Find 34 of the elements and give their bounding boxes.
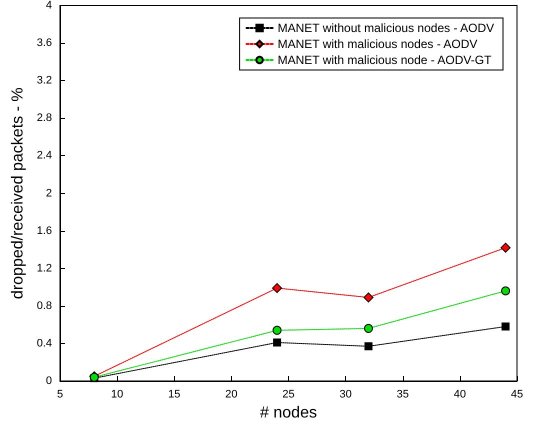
legend-label: MANET with malicious nodes - AODV — [278, 37, 478, 51]
y-tick-label: 3.6 — [36, 37, 52, 50]
y-tick-label: 2 — [46, 187, 52, 200]
y-tick-label: 0.4 — [36, 337, 52, 350]
y-axis-title: dropped/received packets - % — [9, 87, 26, 300]
x-tick-label: 5 — [56, 388, 64, 400]
point — [272, 326, 282, 335]
legend-label: MANET without malicious nodes - AODV — [278, 21, 494, 35]
x-tick-label: 45 — [510, 388, 524, 400]
point — [363, 292, 374, 302]
x-tick-label: 25 — [282, 388, 295, 400]
y-tick-label: 0.8 — [36, 300, 52, 312]
y-tick-label: 2.4 — [36, 150, 52, 162]
y-tick-label: 0 — [46, 375, 52, 387]
point — [500, 242, 511, 253]
point — [272, 283, 282, 294]
y-tick-label: 1.6 — [36, 224, 52, 237]
point — [273, 338, 282, 347]
x-tick-label: 35 — [396, 388, 409, 400]
x-tick-label: 30 — [340, 388, 352, 400]
x-axis-title: # nodes — [260, 404, 317, 422]
y-tick-label: 4 — [46, 0, 52, 12]
point — [501, 286, 510, 296]
x-tick-label: 20 — [225, 388, 238, 400]
x-tick-label: 10 — [111, 388, 124, 400]
point — [364, 342, 372, 350]
point — [502, 322, 510, 331]
x-tick-label: 40 — [454, 388, 466, 400]
y-tick-label: 3.2 — [36, 74, 52, 87]
x-tick-label: 15 — [168, 388, 180, 400]
legend-label: MANET with malicious node - AODV-GT — [278, 53, 492, 67]
y-tick-label: 1.2 — [36, 262, 52, 274]
y-tick-label: 2.8 — [36, 112, 52, 124]
point — [364, 324, 373, 333]
